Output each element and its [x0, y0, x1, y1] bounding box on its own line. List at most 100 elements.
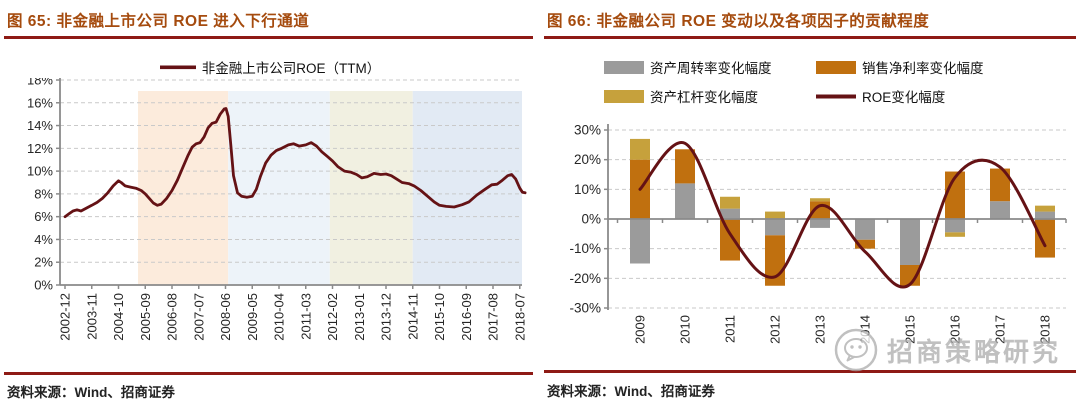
figure-66-legend: 资产周转率变化幅度 销售净利率变化幅度 资产杠杆变化幅度 ROE变化幅度: [604, 57, 984, 106]
legend-label-leverage: 资产杠杆变化幅度: [650, 90, 758, 105]
figure-66-title: 图 66: 非金融公司 ROE 变动以及各项因子的贡献程度: [547, 13, 930, 30]
legend-line-swatch-roe: [816, 94, 856, 98]
bar-segment: [720, 208, 740, 219]
background-bands: [138, 91, 522, 285]
x-tick-label: 2005-09: [138, 293, 153, 341]
x-tick-label: 2004-10: [111, 293, 126, 341]
legend-item-margin: 销售净利率变化幅度: [816, 57, 984, 77]
x-tick-label: 2003-11: [84, 293, 99, 340]
bar-segment: [1035, 211, 1055, 219]
figure-65-title-underline: [4, 36, 533, 39]
legend-label-margin: 销售净利率变化幅度: [862, 61, 984, 76]
bar-segment: [1035, 205, 1055, 212]
legend-label-roe-ttm: 非金融上市公司ROE（TTM）: [201, 61, 381, 76]
y-tick-label: 20%: [574, 152, 601, 167]
x-tick-label: 2017: [993, 315, 1008, 344]
y-tick-label: 0%: [34, 278, 53, 293]
bar-segment: [675, 149, 695, 184]
axes: [56, 78, 522, 289]
y-axis-labels: -30% -20% -10% 0% 10% 20% 30%: [569, 123, 601, 316]
figure-65-title: 图 65: 非金融上市公司 ROE 进入下行通道: [7, 13, 310, 30]
x-tick-label: 2013-01: [352, 293, 367, 341]
y-tick-label: 14%: [27, 118, 53, 133]
figure-65-bottom-rule: [4, 372, 533, 375]
x-axis-labels: 2002-12 2003-11 2004-10 2005-09 2006-08 2007-…: [58, 293, 528, 341]
x-tick-label: 2015: [903, 315, 918, 344]
y-tick-label: 8%: [34, 186, 53, 201]
x-tick-label: 2013: [813, 315, 828, 344]
y-tick-label: 12%: [27, 141, 53, 156]
x-tick-label: 2018-07: [512, 293, 527, 341]
x-tick-label: 2014-11: [405, 293, 420, 340]
figure-66-source: 资料来源：Wind、招商证券: [547, 384, 715, 399]
y-axis-labels: 0% 2% 4% 6% 8% 10% 12% 14% 16% 18%: [27, 78, 53, 293]
figure-66-chart: -30%-20%-10%0%10%20%30%2009 2010 2011 2012 2…: [569, 123, 1067, 344]
x-tick-label: 2009: [633, 315, 648, 344]
bar-segment: [810, 198, 830, 202]
bar-segment: [855, 239, 875, 249]
y-tick-label: 0%: [581, 212, 601, 227]
legend-label-turnover: 资产周转率变化幅度: [650, 61, 772, 76]
x-tick-label: 2012-02: [325, 293, 340, 341]
x-tick-label: 2016-09: [459, 293, 474, 341]
y-tick-label: -10%: [569, 241, 601, 256]
figure-65-source: 资料来源：Wind、招商证券: [7, 385, 175, 400]
y-tick-label: 6%: [34, 209, 53, 224]
bar-segment: [630, 219, 650, 264]
roe-ttm-line: [63, 107, 527, 219]
x-tick-label: 2009-05: [245, 293, 260, 341]
y-tick-label: 4%: [34, 232, 53, 247]
legend-item-leverage: 资产杠杆变化幅度: [604, 86, 812, 106]
x-tick-label: 2010-04: [272, 293, 287, 341]
bar-segment: [990, 168, 1010, 202]
legend-item-roe-change: ROE变化幅度: [816, 86, 984, 106]
bar-segment: [945, 232, 965, 237]
bar-segment: [720, 196, 740, 209]
bar-segment: [720, 219, 740, 261]
gridlines: [60, 79, 522, 263]
bar-segment: [810, 219, 830, 228]
x-tick-label: 2008-06: [218, 293, 233, 341]
gridlines: [608, 129, 1066, 309]
y-tick-label: 10%: [27, 164, 53, 179]
bar-segment: [855, 219, 875, 240]
x-tick-label: 2016: [948, 315, 963, 344]
x-tick-label: 2006-08: [165, 293, 180, 341]
bar-segment: [945, 219, 965, 233]
bar-segment: [630, 138, 650, 160]
bar-segment: [900, 219, 920, 265]
legend-bar-swatch-turnover: [604, 60, 644, 74]
y-tick-label: -30%: [569, 301, 601, 316]
figure-66-title-underline: [544, 36, 1076, 39]
x-axis-labels: 2009 2010 2011 2012 2013 2014 2015 2016 2017 2018: [633, 315, 1053, 344]
y-tick-label: 10%: [574, 182, 601, 197]
x-tick-label: 2012: [768, 315, 783, 344]
figure-66-bottom-rule: [544, 370, 1076, 373]
x-tick-label: 2010: [678, 315, 693, 344]
legend-item-roe-ttm: 非金融上市公司ROE（TTM）: [159, 57, 381, 77]
x-tick-label: 2002-12: [58, 293, 73, 341]
bar-segment: [765, 211, 785, 219]
roe-change-line: [638, 141, 1047, 289]
bar-segment: [1035, 219, 1055, 258]
legend-bar-swatch-leverage: [604, 89, 644, 103]
contribution-bars: [630, 138, 1055, 286]
y-tick-label: -20%: [569, 271, 601, 286]
x-tick-label: 2011: [723, 315, 738, 343]
x-tick-label: 2014: [858, 315, 873, 344]
x-tick-label: 2015-10: [432, 293, 447, 341]
y-tick-label: 2%: [34, 255, 53, 270]
axes: [604, 124, 1067, 310]
bar-segment: [990, 201, 1010, 219]
figure-65-chart: 0%2%4%6%8%10%12%14%16%18%2002-12 2003-11 2…: [27, 78, 528, 341]
x-tick-label: 2018: [1038, 315, 1053, 344]
x-tick-label: 2007-07: [191, 293, 206, 341]
y-tick-label: 30%: [574, 123, 601, 138]
legend-bar-swatch-margin: [816, 60, 856, 74]
x-tick-label: 2017-08: [486, 293, 501, 341]
figure-65-legend: 非金融上市公司ROE（TTM）: [0, 57, 540, 77]
y-tick-label: 16%: [27, 95, 53, 110]
bar-segment: [675, 183, 695, 219]
x-tick-label: 2011-03: [298, 293, 313, 340]
